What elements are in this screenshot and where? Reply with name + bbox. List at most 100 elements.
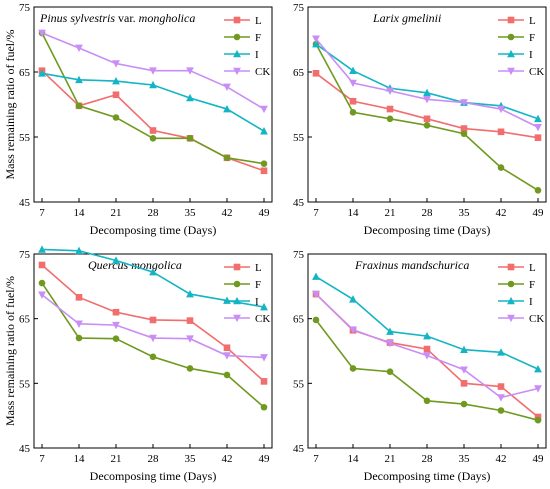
data-point [386,339,394,348]
series-line [315,43,539,120]
x-tick-label: 21 [111,453,122,465]
data-point [497,164,505,171]
legend-marker [507,314,515,323]
data-point [112,60,120,68]
x-tick-label: 28 [148,207,160,219]
chart-title: Pinus sylvestris var. mongholica [39,11,195,25]
legend-marker [233,33,241,41]
x-tick-label: 14 [74,207,86,219]
data-point [423,332,431,340]
data-point [312,290,320,299]
data-point [386,368,394,375]
data-point [75,294,83,301]
data-point [312,70,320,77]
data-point [497,394,505,402]
legend-item-i: I [498,296,533,308]
legend-item-f: F [224,32,261,44]
legend-marker [507,49,515,58]
legend-item-f: F [498,279,535,291]
legend-marker [507,33,515,41]
title-italic: Pinus sylvestris [39,11,115,25]
y-tick-label: 75 [19,2,31,14]
data-point [112,91,120,99]
data-point [223,344,231,352]
legend-marker [507,67,515,76]
legend-item-i: I [498,49,533,61]
data-point [460,99,468,107]
data-point [349,66,357,74]
data-point [38,69,46,77]
y-tick-label: 55 [19,132,31,144]
legend-item-l: L [224,15,262,27]
data-point [260,302,268,311]
legend-label: L [255,262,262,274]
legend-label: CK [255,313,270,325]
legend-marker [233,67,241,76]
y-tick-label: 65 [19,67,31,79]
x-tick-label: 7 [39,207,45,219]
title-italic: Quercus mongolica [88,258,182,272]
data-point [312,272,320,280]
legend-item-ck: CK [498,66,544,78]
y-axis-label: Mass remaining ratio of fuel/% [3,30,17,180]
y-tick-label: 65 [19,314,31,326]
chart-panel-1: 45 55 65 75 7 14 21 28 35 42 49 Decomposing time (D… [3,2,273,237]
data-point [112,114,120,121]
legend-item-ck: CK [224,66,270,78]
data-point [312,39,320,48]
x-tick-label: 28 [148,453,160,465]
data-point [75,75,83,84]
data-point [223,104,231,113]
data-point [349,365,357,372]
legend-item-l: L [498,15,536,27]
series-f [312,40,542,194]
title-italic-2: mongholica [139,11,196,25]
series-ck [38,291,268,362]
data-point [38,291,46,299]
legend-label: I [255,296,259,308]
title-italic: Fraxinus mandschurica [354,258,469,272]
data-point [186,335,194,343]
x-tick-label: 35 [459,453,471,465]
series-ck [312,290,542,402]
data-point [260,105,268,114]
legend: LFI CK [498,262,544,325]
data-point [112,256,120,264]
data-point [75,44,83,53]
x-tick-label: 21 [111,207,122,219]
data-point [349,109,357,116]
legend-marker [507,296,515,305]
y-tick-label: 75 [19,249,31,261]
legend-item-f: F [224,279,261,291]
data-point [423,397,431,405]
legend-label: F [255,279,261,291]
data-point [149,67,157,75]
data-point [223,154,231,162]
x-tick-label: 14 [348,207,360,219]
data-point [186,67,194,75]
data-point [149,127,157,134]
y-tick-label: 45 [293,197,305,209]
series-line [41,294,265,359]
series-ck [38,29,268,114]
data-point [186,135,194,142]
x-tick-label: 42 [496,453,507,465]
data-point [260,127,268,135]
chart-panel-2: 45 55 65 75 7 14 21 28 35 42 49 Decomposing time (D… [293,2,547,237]
legend-item-ck: CK [224,313,270,325]
x-tick-label: 14 [348,453,360,465]
series-l [38,261,268,385]
data-point [149,80,157,89]
legend-item-ck: CK [498,313,544,325]
x-tick-label: 35 [459,207,471,219]
data-point [349,326,357,334]
legend-label: I [529,296,533,308]
data-point [534,365,542,373]
x-tick-label: 28 [422,453,434,465]
x-tick-label: 28 [422,207,434,219]
data-point [423,88,431,97]
data-point [460,366,468,374]
legend-label: CK [529,66,544,78]
legend: LFI CK [498,15,544,78]
x-tick-label: 21 [385,453,396,465]
